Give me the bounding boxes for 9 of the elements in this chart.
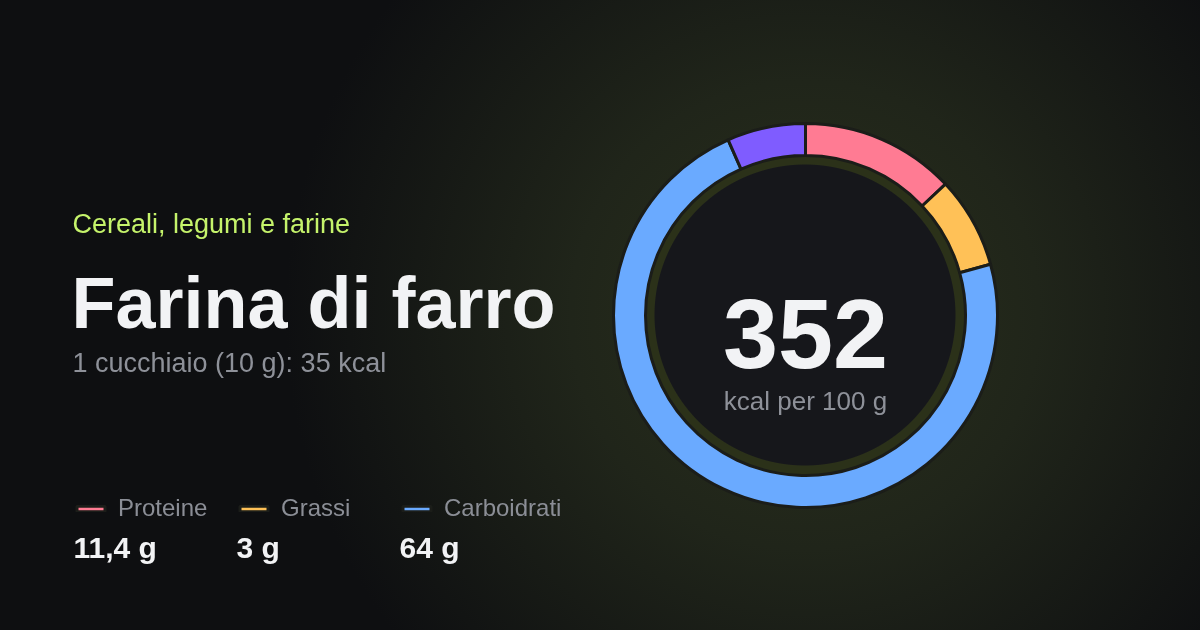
legend-label: Proteine bbox=[118, 494, 209, 522]
text: 64 g bbox=[399, 531, 460, 564]
text: Cereali, legumi e farine bbox=[72, 208, 351, 239]
text: 1 cucchiaio (10 g): 35 kcal bbox=[72, 347, 387, 378]
text: Farina di farro bbox=[71, 262, 556, 343]
legend-label: Carboidrati bbox=[444, 494, 562, 522]
text: 11,4 g bbox=[73, 531, 157, 564]
text: 3 g bbox=[236, 531, 280, 564]
legend-label: Grassi bbox=[281, 494, 352, 522]
